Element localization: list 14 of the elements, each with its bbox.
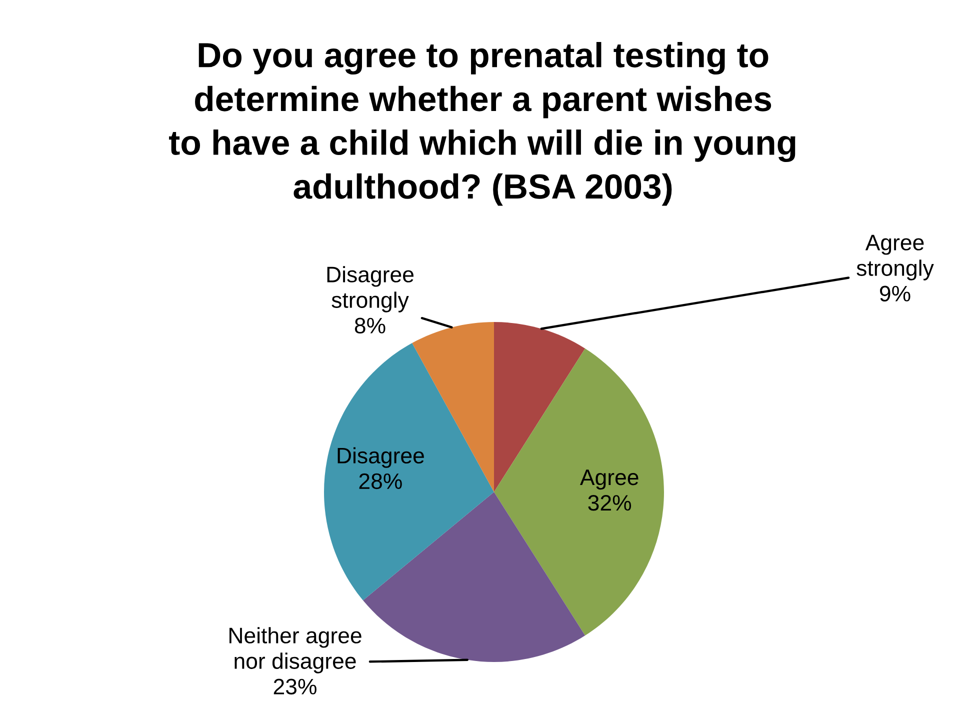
slice-label: Neither agree nor disagree (230, 627, 362, 674)
data-label: 28% (359, 473, 402, 490)
data-label: 32% (588, 495, 632, 511)
slice-label: Agree (580, 470, 638, 490)
data-label: 8% (354, 318, 386, 334)
slice-label: Disagree strongly (327, 266, 414, 312)
pie-slice (324, 343, 494, 600)
slice-label: Disagree (338, 447, 424, 468)
data-label: 9% (880, 286, 910, 302)
pie-slice (363, 492, 586, 662)
slice-label: Agree strongly (856, 234, 934, 280)
chart-title: Do you agree to prenatal testing to determine whether a parent wishes to have a child which will die in young adulthood? (BSA 2003) (169, 42, 796, 206)
data-label: 23% (274, 678, 316, 695)
pie-slice (494, 348, 664, 636)
